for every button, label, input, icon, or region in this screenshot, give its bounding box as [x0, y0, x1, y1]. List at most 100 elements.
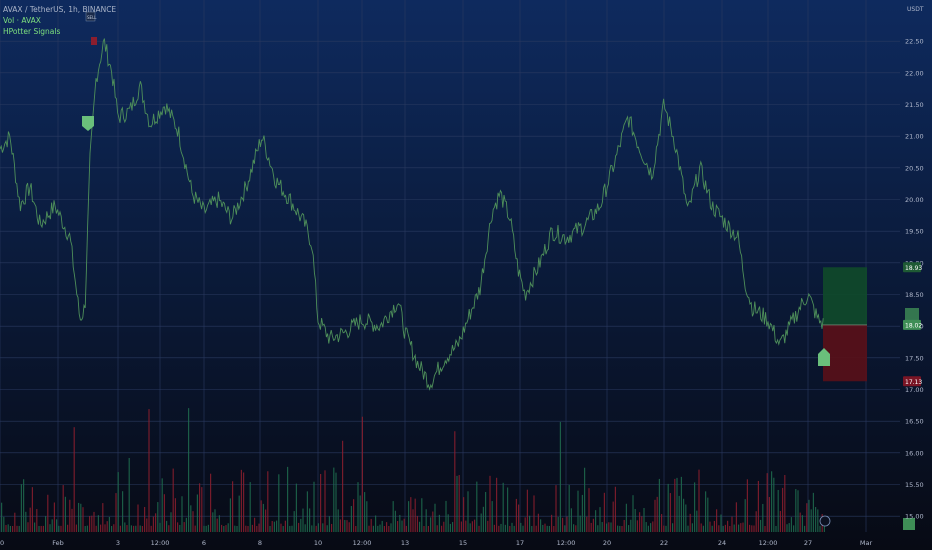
volume-bar — [260, 500, 262, 532]
volume-bar — [287, 466, 289, 532]
volume-bar — [535, 525, 537, 532]
x-tick-label: 30 — [0, 539, 4, 547]
volume-bar — [232, 481, 234, 532]
take-profit-zone — [823, 267, 867, 325]
volume-bar — [751, 525, 753, 532]
volume-bar — [62, 485, 64, 532]
volume-bar — [454, 431, 456, 532]
volume-bar — [322, 523, 324, 532]
volume-bar — [392, 501, 394, 532]
volume-bar — [766, 473, 768, 532]
volume-bar — [634, 508, 636, 532]
volume-bar — [823, 522, 825, 532]
volume-bar — [172, 468, 174, 532]
volume-bar — [491, 501, 493, 532]
volume-bar — [619, 525, 621, 532]
volume-bar — [419, 521, 421, 532]
volume-bar — [397, 521, 399, 532]
volume-bar — [623, 520, 625, 532]
volume-bar — [658, 478, 660, 532]
volume-bar — [773, 477, 775, 532]
volume-bar — [161, 478, 163, 532]
volume-bar — [617, 525, 619, 532]
volume-bar — [518, 504, 520, 532]
volume-bar — [465, 520, 467, 532]
volume-bar — [265, 509, 267, 532]
volume-bar — [487, 520, 489, 532]
volume-bar — [694, 482, 696, 532]
volume-bar — [144, 506, 146, 532]
volume-bar — [513, 525, 515, 532]
volume-bar — [353, 499, 355, 532]
volume-bar — [293, 511, 295, 532]
x-tick-label: 24 — [718, 539, 726, 547]
symbol-line[interactable]: AVAX / TetherUS, 1h, BINANCE — [3, 5, 117, 14]
volume-bar — [203, 525, 205, 532]
volume-bar — [808, 499, 810, 532]
volume-bar — [685, 504, 687, 532]
volume-bar — [806, 503, 808, 532]
volume-bar — [687, 525, 689, 532]
volume-line[interactable]: Vol · AVAX — [3, 16, 41, 25]
trade-zones — [823, 267, 867, 382]
volume-bar — [284, 520, 286, 532]
price-series — [0, 38, 824, 391]
volume-bar — [621, 525, 623, 532]
x-tick-label: 3 — [116, 539, 120, 547]
volume-bar — [364, 492, 366, 532]
volume-bar — [40, 525, 42, 532]
volume-bar — [702, 525, 704, 532]
volume-bar — [427, 526, 429, 532]
volume-bar — [130, 525, 132, 532]
volume-bar — [511, 522, 513, 532]
volume-bar — [377, 525, 379, 532]
volume-bar — [434, 503, 436, 532]
volume-bar — [460, 521, 462, 532]
volume-bar — [390, 523, 392, 532]
stop-loss-zone — [823, 324, 867, 382]
volume-bar — [746, 479, 748, 532]
y-tick-label: 22.50 — [905, 38, 924, 46]
volume-bar — [496, 477, 498, 532]
y-tick-label: 16.50 — [905, 418, 924, 426]
volume-bar — [742, 522, 744, 532]
volume-bar — [337, 509, 339, 532]
y-tick-label: 20.50 — [905, 164, 924, 172]
volume-bar — [155, 513, 157, 532]
volume-bar — [348, 522, 350, 532]
volume-bar — [311, 525, 313, 532]
volume-bar — [597, 525, 599, 532]
volume-bar — [636, 520, 638, 532]
volume-bar — [23, 479, 25, 532]
volume-bar — [291, 525, 293, 532]
volume-bar — [205, 525, 207, 532]
volume-bar — [478, 525, 480, 532]
volume-bar — [89, 516, 91, 532]
volume-bar — [9, 525, 11, 532]
volume-bar — [119, 525, 121, 532]
indicator-line[interactable]: HPotter Signals — [3, 27, 61, 36]
volume-bar — [641, 516, 643, 532]
volume-bar — [764, 525, 766, 532]
volume-bar — [588, 488, 590, 532]
volume-bar — [724, 524, 726, 532]
volume-bar — [544, 523, 546, 532]
volume-bar — [755, 511, 757, 532]
volume-bar — [366, 501, 368, 532]
volume-bar — [372, 525, 374, 532]
lightning-icon — [819, 515, 831, 527]
volume-tag — [903, 518, 915, 530]
volume-bar — [436, 525, 438, 532]
volume-bar — [579, 515, 581, 532]
volume-bar — [515, 498, 517, 532]
volume-bar — [463, 497, 465, 532]
x-tick-label: Mar — [860, 539, 873, 547]
x-tick-label: 17 — [516, 539, 524, 547]
volume-bar — [689, 513, 691, 532]
volume-bar — [700, 523, 702, 532]
y-tick-label: 21.00 — [905, 133, 924, 141]
x-tick-label: 20 — [603, 539, 611, 547]
volume-bar — [170, 512, 172, 532]
volume-bar — [709, 521, 711, 532]
